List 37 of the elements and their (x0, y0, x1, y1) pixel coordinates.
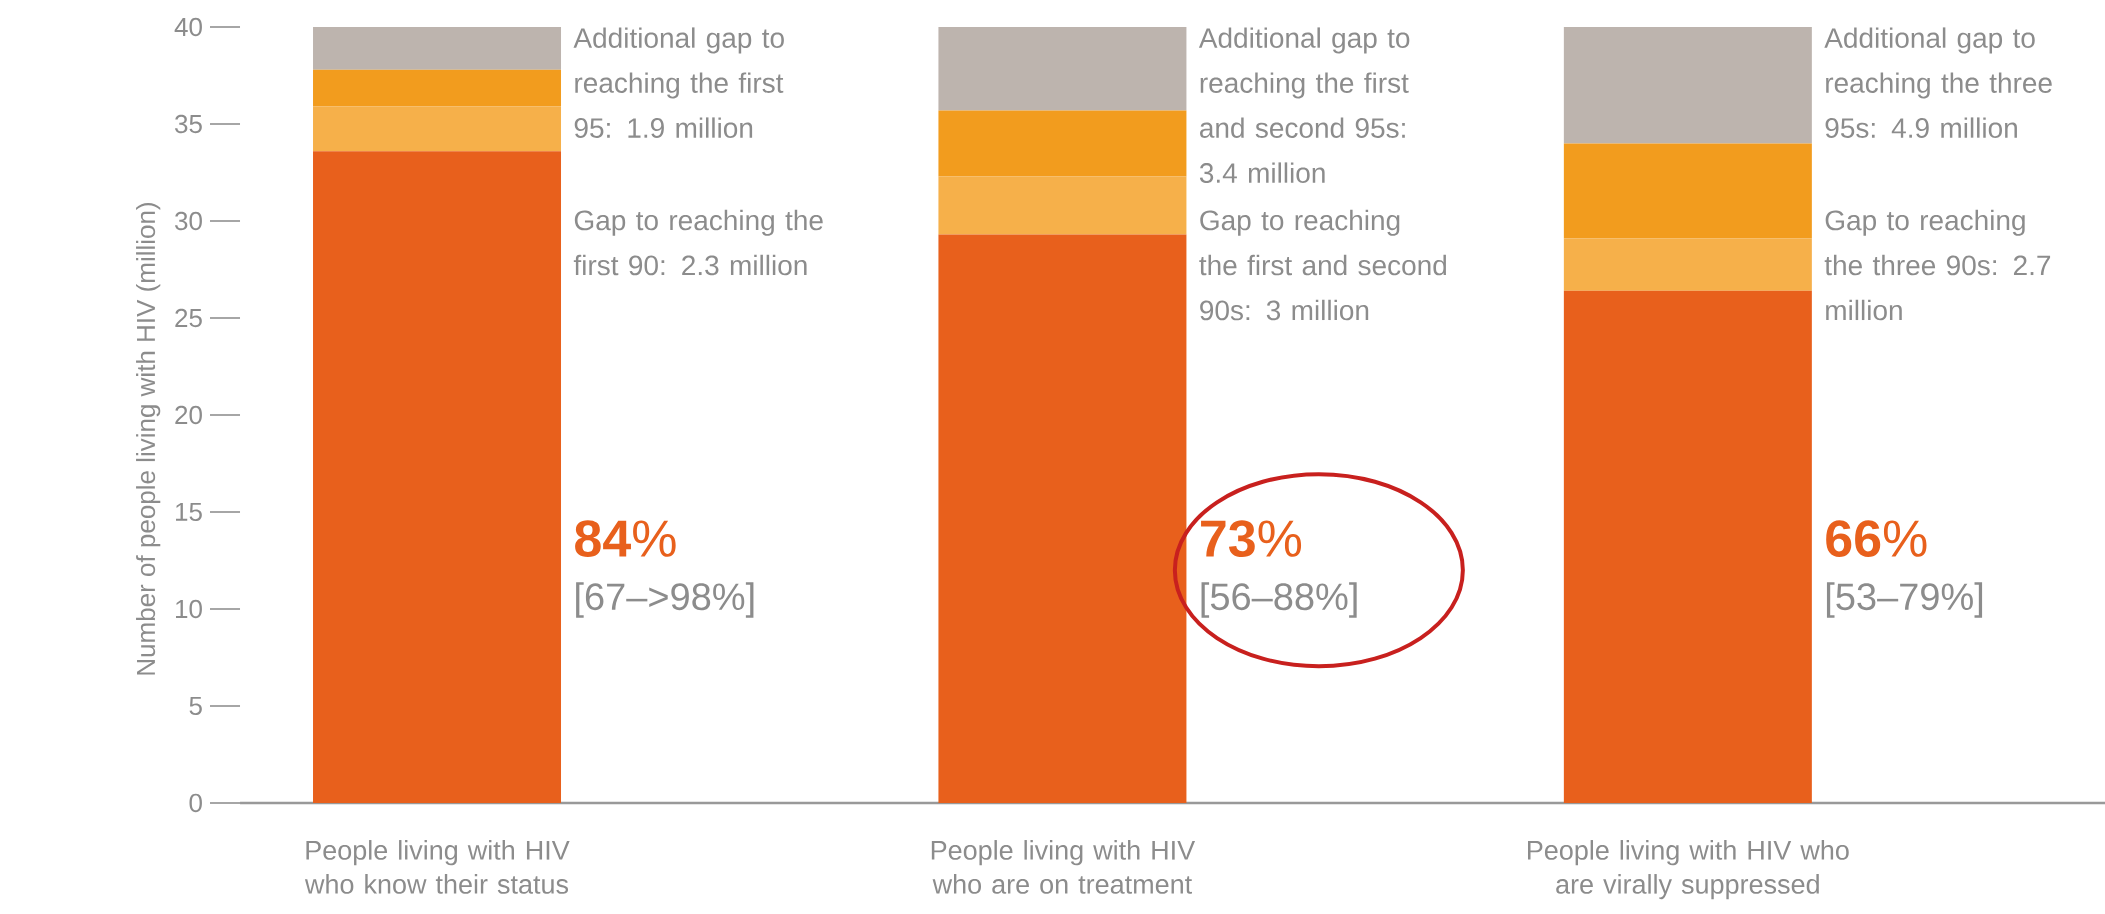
bar (1563, 26, 1812, 144)
y-tick-label: 20 (175, 405, 202, 425)
annotation: Additional gap to reaching the first 95: 1.9 million (573, 27, 784, 138)
y-axis-title: Number of people living with HIV (million) (136, 203, 161, 675)
bar (1563, 143, 1812, 239)
annotation: Gap to reaching the first and second 90s: 3 million (1199, 209, 1447, 321)
bar (313, 151, 562, 803)
bar (938, 176, 1187, 235)
y-tick-label: 15 (176, 502, 202, 522)
annotation: Additional gap to reaching the three 95s: 4.9 million (1824, 27, 2052, 138)
annotation: 66% (1826, 520, 1927, 557)
y-tick-label: 25 (175, 308, 202, 328)
y-tick-label: 0 (189, 793, 202, 813)
y-tick-label: 10 (176, 599, 202, 619)
bar (938, 234, 1187, 803)
x-tick-label: People living with HIV who are virally suppressed (1528, 840, 1849, 900)
annotation: 73% (1201, 520, 1302, 558)
y-tick-label: 40 (174, 17, 202, 37)
bar (938, 110, 1187, 177)
bar (313, 69, 562, 107)
y-tick-label: 30 (175, 211, 202, 231)
annotation: Gap to reaching the three 90s: 2.7 million (1824, 209, 2051, 321)
y-tick-label: 5 (189, 696, 202, 716)
bar (1563, 290, 1812, 803)
bar (938, 26, 1187, 111)
annotation: [56–88%] (1201, 582, 1357, 618)
x-tick-label: People living with HIV who are on treatment (931, 840, 1196, 894)
bar (313, 106, 562, 152)
bar (313, 26, 562, 70)
x-tick-label: People living with HIV who know their status (304, 840, 570, 894)
annotation: [53–79%] (1826, 582, 1983, 618)
annotation: Gap to reaching the first 90: 2.3 million (573, 209, 823, 276)
annotation: [67–>98%] (576, 582, 754, 618)
annotation: Additional gap to reaching the first and second 95s: 3.4 million (1198, 27, 1410, 183)
bar (1563, 238, 1812, 291)
annotation: 84% (575, 520, 676, 557)
y-tick-label: 35 (175, 114, 202, 134)
